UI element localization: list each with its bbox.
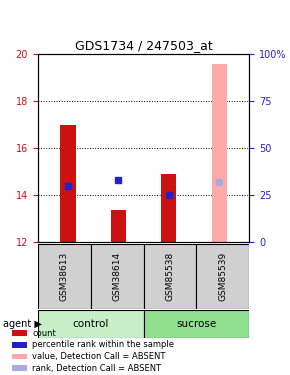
Bar <box>38 244 90 309</box>
Bar <box>12 330 27 336</box>
Bar <box>144 244 197 309</box>
Text: agent ▶: agent ▶ <box>3 319 42 329</box>
Text: GSM38613: GSM38613 <box>60 252 69 301</box>
Bar <box>60 124 75 242</box>
Bar <box>144 310 249 338</box>
Text: rank, Detection Call = ABSENT: rank, Detection Call = ABSENT <box>32 364 161 373</box>
Bar <box>161 174 176 242</box>
Text: control: control <box>72 319 109 329</box>
Bar <box>196 244 249 309</box>
Bar <box>12 354 27 360</box>
Bar <box>90 244 144 309</box>
Title: GDS1734 / 247503_at: GDS1734 / 247503_at <box>75 39 212 52</box>
Text: count: count <box>32 328 56 338</box>
Text: value, Detection Call = ABSENT: value, Detection Call = ABSENT <box>32 352 165 361</box>
Text: percentile rank within the sample: percentile rank within the sample <box>32 340 174 350</box>
Bar <box>12 342 27 348</box>
Bar <box>212 64 227 242</box>
Text: GSM38614: GSM38614 <box>113 252 122 301</box>
Text: GSM85538: GSM85538 <box>166 252 175 301</box>
Bar <box>38 310 144 338</box>
Text: GSM85539: GSM85539 <box>218 252 227 301</box>
Bar <box>111 210 126 242</box>
Text: sucrose: sucrose <box>176 319 217 329</box>
Bar <box>12 365 27 371</box>
